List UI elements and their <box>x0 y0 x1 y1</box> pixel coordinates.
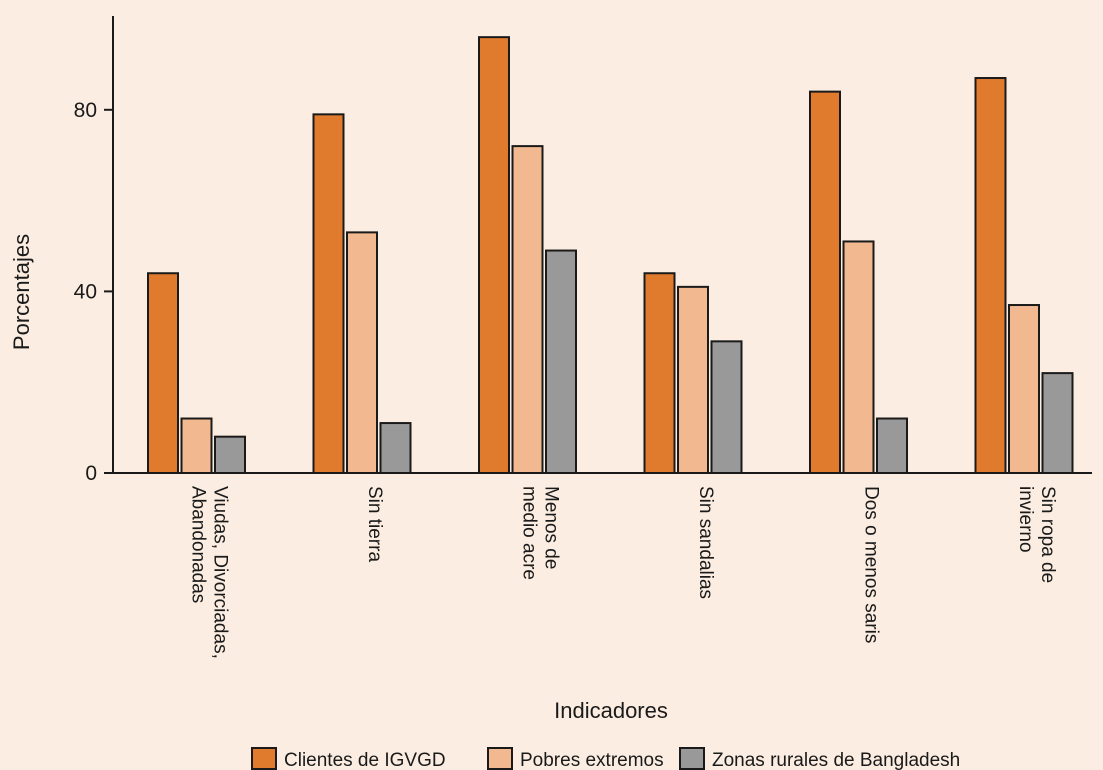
x-tick-label: Sin ropa de <box>1037 486 1058 583</box>
x-tick-label: Menos de <box>541 486 562 569</box>
bar <box>312 113 345 474</box>
legend-swatch <box>487 747 513 770</box>
bar <box>677 285 709 474</box>
bar <box>876 417 908 474</box>
x-axis-title: Indicadores <box>554 698 668 723</box>
x-tick-label: Viudas, Divorciadas, <box>210 486 231 659</box>
x-tick-label: medio acre <box>519 486 540 580</box>
bar <box>1041 372 1074 474</box>
x-tick-label: Sin tierra <box>364 486 385 562</box>
bar <box>842 240 875 474</box>
bar <box>147 272 179 474</box>
bar <box>180 417 213 474</box>
bar <box>511 145 544 474</box>
bar <box>214 435 246 474</box>
x-tick-label: Dos o menos saris <box>861 486 882 643</box>
x-tick-label: Sin sandalias <box>695 486 716 599</box>
bar <box>643 272 676 474</box>
y-tick-label: 0 <box>85 462 97 485</box>
x-tick-label: invierno <box>1015 486 1036 553</box>
legend-label: Clientes de IGVGD <box>284 750 446 770</box>
legend: Clientes de IGVGD Pobres extremos Zonas ru… <box>251 747 960 770</box>
bar <box>1008 304 1040 474</box>
y-tick-label: 40 <box>74 280 97 303</box>
bar <box>974 77 1007 475</box>
bar <box>545 249 577 474</box>
bar <box>809 90 841 474</box>
y-tick-label: 80 <box>74 99 97 122</box>
bar <box>478 36 510 474</box>
bars-layer <box>147 36 1074 475</box>
x-tick-labels: Viudas, Divorciadas,Abandonadas Sin tierr… <box>188 486 1059 659</box>
x-tick-label: Abandonadas <box>188 486 209 603</box>
legend-label: Pobres extremos <box>520 750 664 770</box>
bar <box>346 231 378 474</box>
axes-layer <box>112 16 1092 474</box>
bar <box>379 422 412 474</box>
y-ticks: 0 40 80 <box>74 99 113 485</box>
legend-swatch <box>679 747 705 770</box>
bar <box>710 340 743 474</box>
y-axis-title: Porcentajes <box>9 234 34 350</box>
legend-label: Zonas rurales de Bangladesh <box>712 750 960 770</box>
legend-swatch <box>251 747 277 770</box>
